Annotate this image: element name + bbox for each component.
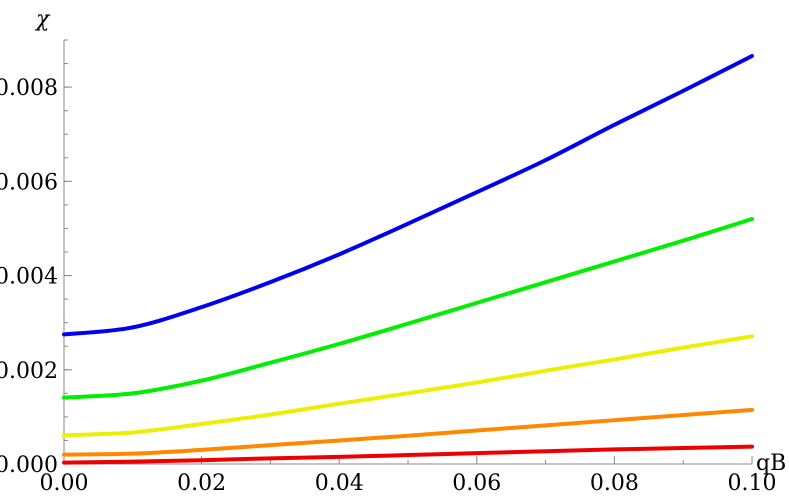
- x-tick-label: 0.00: [40, 471, 89, 496]
- series-group: [62, 54, 754, 465]
- y-tick-label: 0.000: [0, 453, 58, 478]
- x-ticks: 0.00 0.02 0.04 0.06 0.08 0.10: [40, 456, 777, 496]
- series-line-1: [62, 54, 754, 337]
- y-ticks: 0.000 0.002 0.004 0.006 0.008: [0, 39, 72, 478]
- x-tick-label: 0.02: [177, 471, 226, 496]
- y-tick-label: 0.006: [0, 170, 58, 195]
- y-tick-label: 0.004: [0, 265, 58, 290]
- x-tick-label: 0.08: [590, 471, 639, 496]
- y-tick-label: 0.008: [0, 76, 58, 101]
- x-tick-label: 0.04: [315, 471, 364, 496]
- y-axis-title: χ: [34, 7, 51, 32]
- x-tick-label: 0.10: [728, 471, 777, 496]
- series-line-2: [62, 217, 754, 400]
- series-line-5: [62, 444, 754, 465]
- series-line-3: [62, 334, 754, 438]
- x-tick-label: 0.06: [452, 471, 501, 496]
- y-tick-label: 0.002: [0, 359, 58, 384]
- series-line-4: [62, 407, 754, 457]
- x-axis-title: qB: [756, 451, 786, 476]
